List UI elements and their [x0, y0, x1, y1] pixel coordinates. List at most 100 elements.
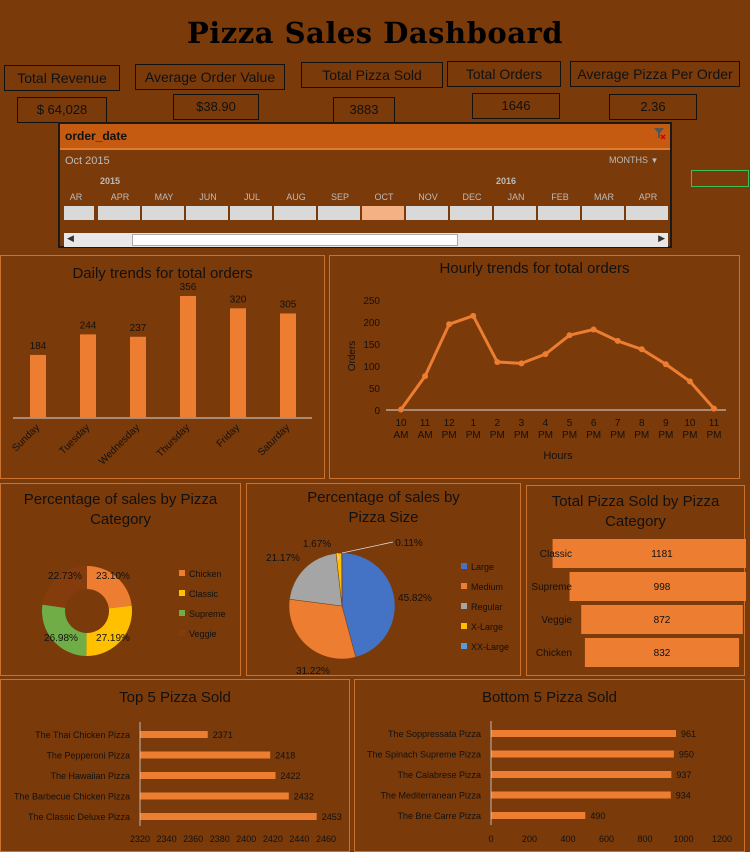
x-tick-label: 2320	[130, 834, 150, 844]
x-tick-label: 400	[560, 834, 575, 844]
bar	[140, 751, 271, 759]
year-label-2015: 2015	[100, 176, 121, 186]
slicer-month-cell	[230, 206, 272, 220]
kpi-value-aov: $38.90	[173, 94, 259, 120]
category-pie-title: Percentage of sales by Pizza Category	[23, 491, 218, 528]
slicer-month-cell	[64, 206, 94, 220]
legend-label: Regular	[471, 602, 503, 612]
category-label: Classic	[540, 549, 572, 560]
hourly-chart-title: Hourly trends for total orders	[439, 260, 630, 277]
category-pie-panel: Percentage of sales by Pizza Category 23…	[0, 483, 241, 676]
x-tick-label: 2360	[183, 834, 203, 844]
slicer-month-cell	[494, 206, 536, 220]
x-tick-label-part: 7	[615, 418, 621, 429]
kpi-value-pizza-sold: 3883	[333, 97, 395, 123]
scrollbar-thumb[interactable]	[132, 234, 458, 246]
slicer-month-cell	[186, 206, 228, 220]
line-point	[686, 378, 693, 385]
slicer-month-cell	[362, 206, 404, 220]
data-label: 934	[676, 791, 691, 801]
category-funnel-chart: 1181 Classic 998 Supreme 872 Veggie 832 Chicken	[531, 539, 746, 667]
period-label: MONTHS	[609, 155, 648, 165]
hourly-trends-panel: Hourly trends for total orders 0 50 100 150…	[329, 255, 740, 479]
slice-large	[341, 552, 396, 658]
selected-cell[interactable]	[691, 170, 749, 187]
bar-thursday	[180, 295, 196, 418]
funnel-bar-veggie	[581, 605, 743, 634]
category-label: The Soppressata Pizza	[388, 729, 481, 739]
x-tick-label-part: 11	[420, 418, 431, 429]
scroll-right-icon[interactable]: ▶	[658, 233, 665, 243]
x-tick-label-part: 5	[567, 418, 573, 429]
slice-label: 23.10%	[96, 571, 130, 582]
y-axis-title: Orders	[347, 341, 358, 372]
legend-swatch	[461, 623, 467, 629]
slice-label: 22.73%	[48, 571, 82, 582]
kpi-label-orders: Total Orders	[447, 61, 561, 87]
x-tick-label: 2 PM	[490, 418, 505, 441]
line-point	[566, 332, 573, 339]
x-tick-label: 11 PM	[707, 418, 722, 441]
year-label-2016: 2016	[496, 176, 517, 186]
bar-tuesday	[80, 334, 96, 418]
bar-saturday	[280, 313, 296, 418]
slicer-period-dropdown[interactable]: MONTHS ▼	[609, 155, 658, 165]
scroll-left-icon[interactable]: ◀	[67, 233, 74, 243]
x-tick-label: 11 AM	[418, 418, 433, 441]
data-label: 490	[590, 811, 605, 821]
slicer-scrollbar[interactable]: ◀ ▶	[64, 233, 668, 247]
slicer-month-label: SEP	[331, 192, 349, 202]
data-label: 320	[230, 294, 247, 305]
category-label: Tuesday	[57, 422, 92, 457]
x-tick-label-part: AM	[394, 430, 409, 441]
y-tick-label: 200	[363, 318, 380, 329]
category-label: The Brie Carre Pizza	[397, 811, 481, 821]
size-pie-title: Percentage of sales by Pizza Size	[307, 489, 460, 526]
x-tick-label-part: PM	[634, 430, 649, 441]
slice-label: 0.11%	[395, 538, 423, 549]
bar-sunday	[30, 354, 46, 418]
clear-filter-icon[interactable]	[652, 126, 666, 140]
category-label: The Barbecue Chicken Pizza	[14, 792, 130, 802]
dropdown-arrow-icon: ▼	[650, 156, 659, 165]
data-label: 356	[180, 282, 197, 293]
legend-swatch	[461, 643, 467, 649]
x-tick-label-part: PM	[562, 430, 577, 441]
x-tick-label-part: 11	[709, 418, 720, 429]
orders-line	[399, 314, 716, 411]
category-label: Sunday	[10, 422, 42, 454]
slice-veggie	[42, 566, 87, 608]
x-tick-label: 1000	[673, 834, 693, 844]
bar	[140, 731, 208, 738]
x-tick-label: 8 PM	[634, 418, 649, 441]
data-label: 237	[130, 323, 147, 334]
x-tick-label: 2340	[157, 834, 177, 844]
line-point	[398, 406, 404, 413]
x-tick-label-part: 6	[591, 418, 597, 429]
leader-line	[336, 552, 340, 560]
line-point	[662, 361, 669, 368]
x-tick-label: 2460	[316, 834, 336, 844]
legend-swatch	[179, 630, 185, 636]
slicer-month-strip[interactable]: AR APR MAY JUN JUL AUG SEP OCT NOV DEC JAN FEB MAR AP…	[60, 190, 670, 230]
x-tick-label: 2440	[289, 834, 309, 844]
x-tick-label: 2420	[263, 834, 283, 844]
kpi-label-avg-pizza: Average Pizza Per Order	[570, 61, 740, 87]
category-label: The Thai Chicken Pizza	[35, 730, 130, 740]
line-point	[638, 346, 645, 353]
slicer-month-cell	[142, 206, 184, 220]
line-point	[494, 359, 501, 366]
order-date-slicer[interactable]: order_date Oct 2015 MONTHS ▼ 2015 2016 A…	[58, 122, 672, 248]
kpi-label-revenue: Total Revenue	[4, 65, 120, 91]
line-point	[470, 312, 477, 319]
category-label: Supreme	[531, 582, 572, 593]
x-tick-label-part: PM	[466, 430, 481, 441]
legend-swatch	[179, 590, 185, 596]
slice-label: 27.19%	[96, 633, 130, 644]
slice-label: 26.98%	[44, 633, 78, 644]
bar	[491, 771, 672, 778]
category-label: The Classic Deluxe Pizza	[28, 812, 130, 822]
slice-label: 21.17%	[266, 553, 300, 564]
slice-label: 1.67%	[303, 539, 331, 550]
x-tick-label-part: PM	[610, 430, 625, 441]
